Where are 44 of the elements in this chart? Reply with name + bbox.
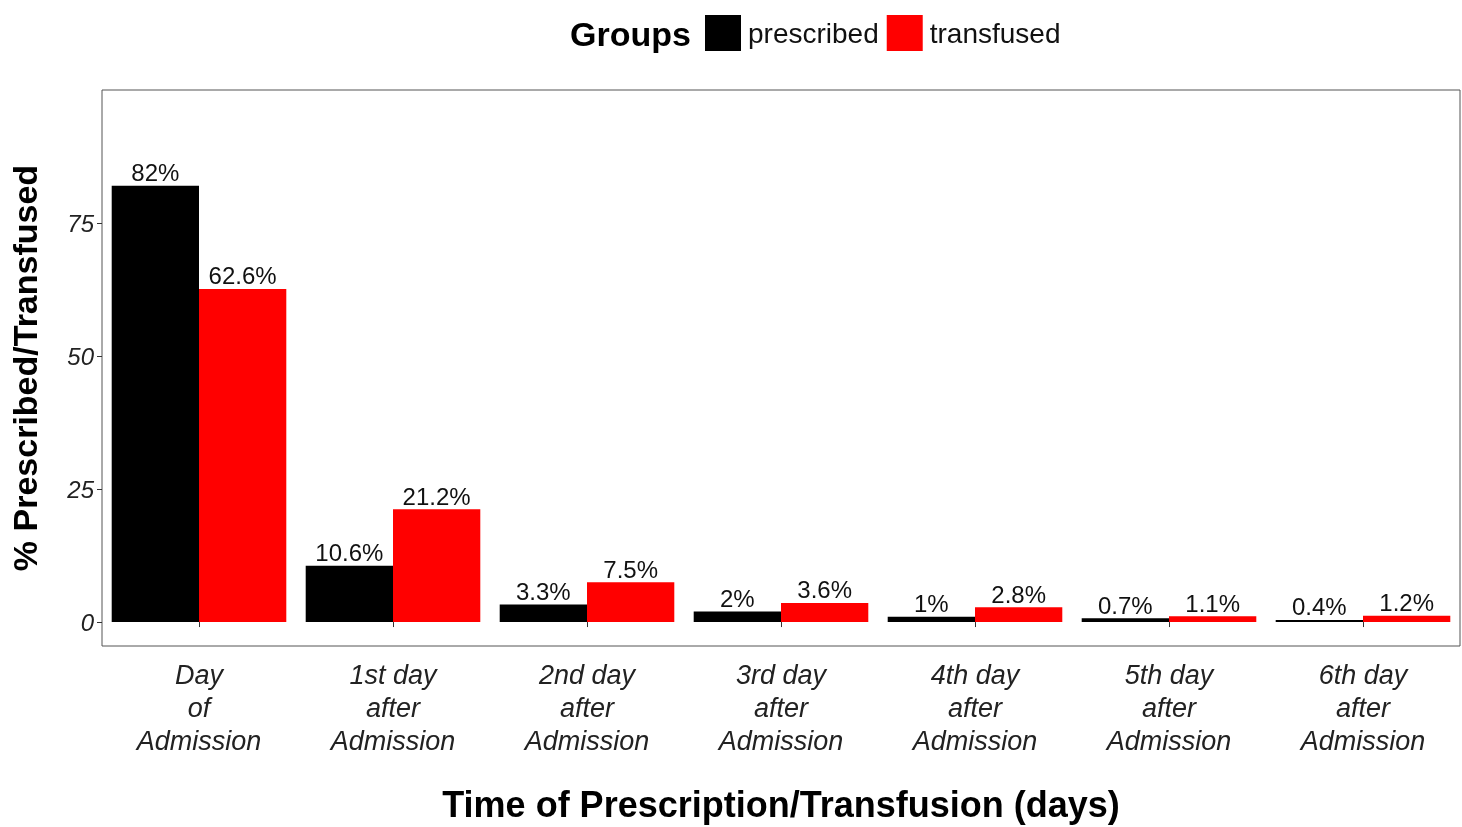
data-label: 10.6% [315,539,384,567]
bar [1169,616,1257,623]
x-axis-title: Time of Prescription/Transfusion (days) [442,783,1120,825]
data-label: 82% [131,159,180,187]
data-label: 0.4% [1292,593,1347,621]
bar [587,582,675,623]
bar [1363,615,1451,623]
x-tick-label: 4th day after Admission [910,659,1038,756]
data-label: 21.2% [402,482,471,510]
x-tick-label: 6th day after Admission [1298,659,1426,756]
y-tick-label: 0 [80,608,95,636]
data-label: 1.2% [1379,589,1434,617]
data-label: 0.7% [1098,591,1153,619]
legend-label: prescribed [748,17,879,49]
bar [393,509,481,623]
data-label: 7.5% [603,555,658,583]
bar [1081,618,1169,623]
legend-label: transfused [929,17,1061,49]
data-label: 62.6% [208,262,277,290]
x-tick-label: 2nd day after Admission [522,659,650,756]
data-label: 2% [720,584,755,612]
y-tick-label: 75 [67,209,95,237]
data-label: 1% [914,590,949,618]
bar [305,565,393,623]
y-tick-label: 25 [66,475,95,503]
data-label: 3.6% [797,576,852,604]
x-tick-label: Day of Admission [134,659,262,756]
bar [887,616,975,623]
bar [499,604,587,623]
data-label: 3.3% [516,578,571,605]
bar [111,185,199,623]
bar [693,611,781,623]
legend-title: Groups [570,15,692,53]
x-tick-label: 5th day after Admission [1104,659,1232,756]
data-label: 1.1% [1185,589,1240,617]
y-axis-title: % Prescribed/Transfused [6,164,44,572]
bar [1275,619,1363,623]
bar [975,607,1063,623]
x-tick-label: 3rd day after Admission [716,659,844,756]
y-tick-label: 50 [67,342,95,370]
bar [199,288,287,623]
bar [781,602,869,623]
x-tick-label: 1st day after Admission [328,659,456,756]
data-label: 2.8% [991,580,1046,608]
